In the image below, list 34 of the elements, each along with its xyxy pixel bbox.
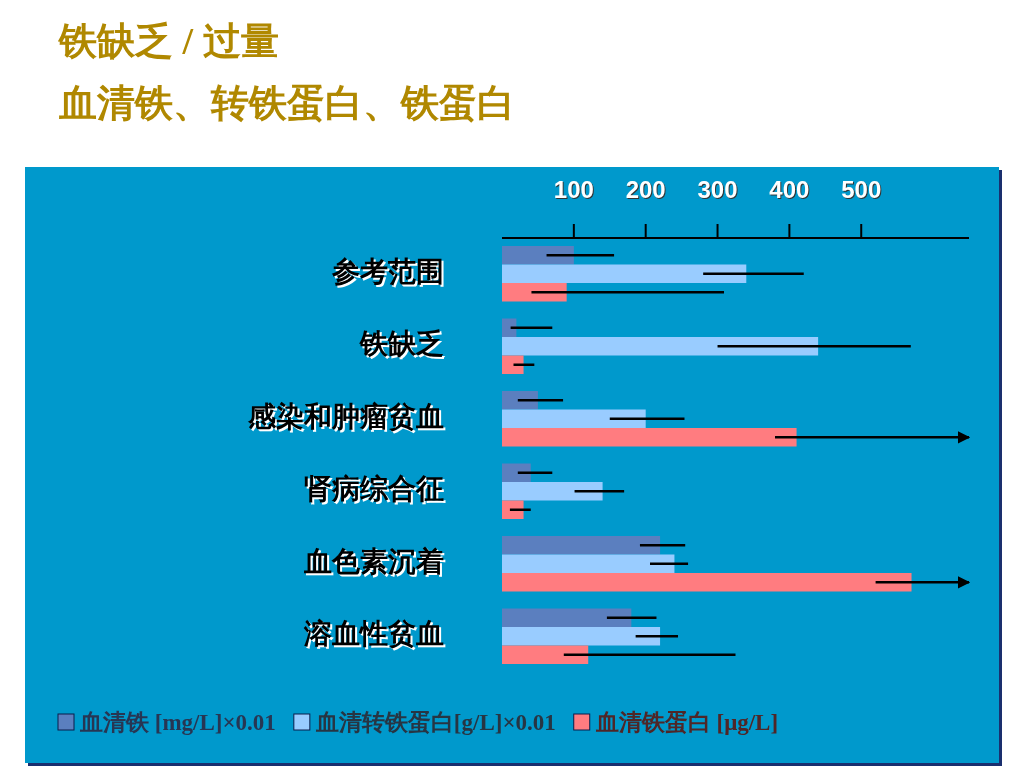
y-tick-label: 溶血性贫血 [303,618,444,650]
y-tick-label: 参考范围 [331,255,444,287]
bar [502,337,819,356]
bar [502,500,524,519]
bar [502,409,646,428]
bar [502,627,661,646]
text: 铁缺乏 / 过量 [57,20,279,62]
y-tick-label: 血色素沉着 [303,545,444,577]
legend-label: 血清转铁蛋白[g/L]×0.01 [314,710,556,735]
chart-subtitle: 血清铁、转铁蛋白、铁蛋白 [58,82,515,124]
bar [502,463,531,482]
bar [502,645,589,664]
x-tick-label: 200 [625,176,666,203]
x-tick-label: 100 [553,176,594,203]
x-tick-label: 400 [769,176,810,203]
bar [502,264,747,283]
y-tick-label: 铁缺乏 [359,328,444,360]
bar [502,536,661,555]
bar [502,391,538,410]
bar [502,246,574,265]
bar [502,482,603,501]
x-tick-label: 300 [697,176,738,203]
bar [502,318,517,337]
bar [502,608,632,627]
bar [502,355,524,374]
bar [502,554,675,573]
y-tick-label: 肾病综合征 [304,473,444,505]
x-tick-label: 500 [841,176,882,203]
bar [502,573,912,592]
legend-label: 血清铁蛋白 [μg/L] [594,710,779,735]
bar [502,428,797,447]
y-tick-label: 感染和肿瘤贫血 [247,400,444,432]
legend-label: 血清铁 [mg/L]×0.01 [79,710,276,735]
bar [502,283,567,302]
